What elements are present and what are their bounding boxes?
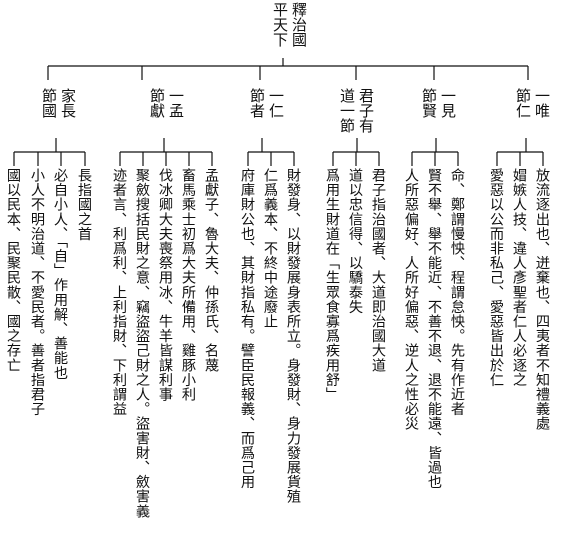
leaf-text: 君子指治國者、大道即治國大道 bbox=[370, 168, 386, 373]
leaf-text: 道以忠信得、以驕泰失 bbox=[347, 168, 363, 314]
group-label-col: 節者 bbox=[248, 88, 266, 118]
leaf-text: 愛惡以公而非私己、愛惡皆出於仁 bbox=[488, 168, 504, 387]
leaf-text: 迹者言、利爲利、上利指財、下利謂益 bbox=[111, 168, 127, 417]
group-label-col: 家長 bbox=[59, 88, 77, 118]
group-label-col: 君子有 bbox=[357, 88, 375, 133]
group-label-col: 一見 bbox=[439, 88, 457, 118]
root-node: 釋治國 平天下 bbox=[271, 2, 308, 47]
group-node-g4: 一仁 節者 bbox=[248, 88, 285, 118]
leaf-text: 放流逐出也、迸棄也、四夷者不知禮義處 bbox=[534, 168, 550, 431]
group-node-g3: 君子有 道一節 bbox=[338, 88, 375, 133]
leaf-text: 小人不明治道、不愛民者。善者指君子 bbox=[29, 168, 45, 417]
leaf-text: 人所惡偏好、人所好偏惡、逆人之性必災 bbox=[403, 168, 419, 431]
leaf-text: 媢嫉人技、違人彥聖者仁人必逐之 bbox=[511, 168, 527, 387]
leaf-text: 伐冰卿大夫喪祭用冰、牛羊皆謀利事 bbox=[157, 168, 173, 402]
group-node-g2: 一見 節賢 bbox=[420, 88, 457, 118]
leaf-text: 爲用生財道在「生眾食寡爲疾用舒」 bbox=[324, 168, 340, 402]
leaf-text: 必自小人、「自」作用解、善能也 bbox=[52, 168, 68, 380]
leaf-text: 賢不舉、舉不能近、不善不退、退不能遠、皆過也 bbox=[426, 168, 442, 490]
leaf-text: 仁爲義本、不終中途廢止 bbox=[262, 168, 278, 329]
leaf-text: 國以民本、民聚民散、國之存亡 bbox=[5, 168, 21, 373]
leaf-text: 命、鄭謂慢怏、程謂怠怏。先有作近者 bbox=[449, 168, 465, 417]
root-col-1: 釋治國 bbox=[290, 2, 308, 47]
group-label-col: 一唯 bbox=[533, 88, 551, 118]
leaf-text: 孟獻子、魯大夫、仲孫氏、名蔑 bbox=[203, 168, 219, 373]
group-label-col: 一孟 bbox=[167, 88, 185, 118]
group-label-col: 節賢 bbox=[420, 88, 438, 118]
group-node-g1: 一唯 節仁 bbox=[514, 88, 551, 118]
group-label-col: 一仁 bbox=[267, 88, 285, 118]
group-label-col: 節獻 bbox=[148, 88, 166, 118]
group-label-col: 道一節 bbox=[338, 88, 356, 133]
group-label-col: 節仁 bbox=[514, 88, 532, 118]
leaf-text: 長指國之首 bbox=[76, 168, 92, 241]
leaf-text: 府庫財公也、其財指私有。譬臣民報義、而爲己用 bbox=[239, 168, 255, 490]
leaf-text: 財發身、以財發展身表所立。身發財、身力發展貨殖 bbox=[285, 168, 301, 504]
root-col-2: 平天下 bbox=[271, 2, 289, 47]
group-node-g5: 一孟 節獻 bbox=[148, 88, 185, 118]
group-label-col: 節國 bbox=[40, 88, 58, 118]
group-node-g6: 家長 節國 bbox=[40, 88, 77, 118]
leaf-text: 畜馬乘士初爲大夫所備用、雞豚小利 bbox=[180, 168, 196, 402]
leaf-text: 聚斂搜括民財之意、竊盜盜己財之人。盜害財、斂害義 bbox=[134, 168, 150, 519]
